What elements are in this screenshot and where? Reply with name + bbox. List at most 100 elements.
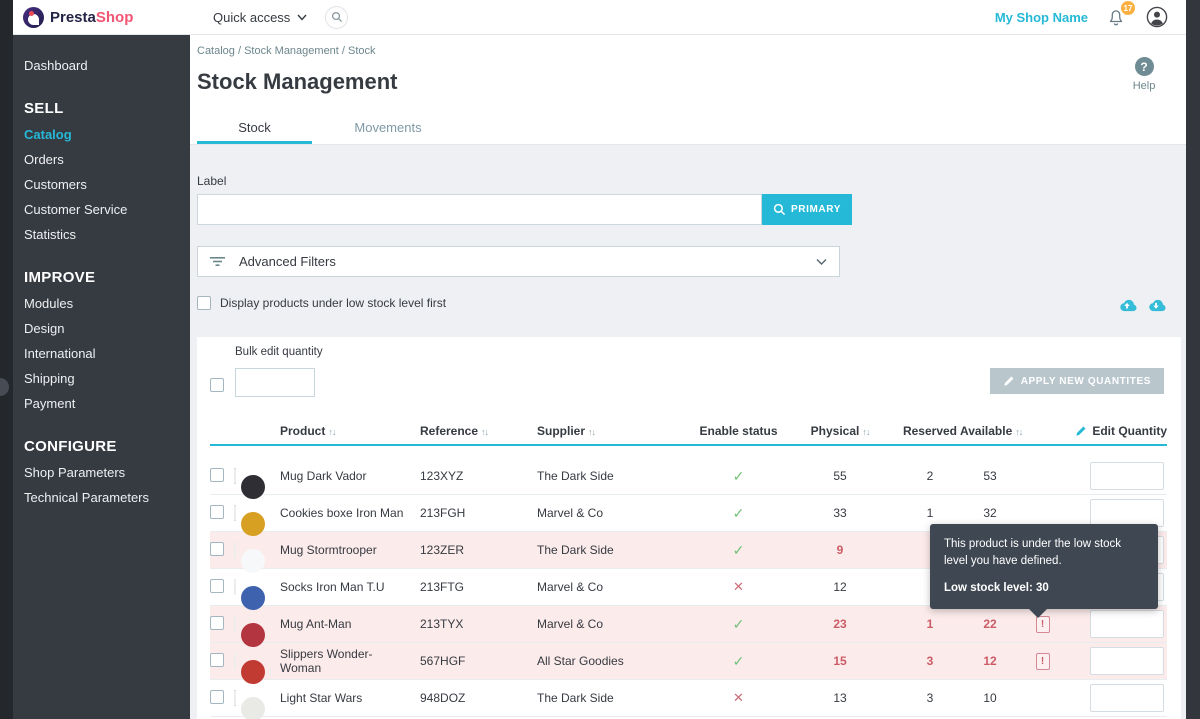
row-checkbox[interactable] [210,690,224,704]
physical-quantity: 9 [780,543,900,557]
sidebar-section-heading: SELL [24,100,190,117]
sidebar-item-technical-parameters[interactable]: Technical Parameters [24,485,190,510]
page-title: Stock Management [197,69,398,95]
quick-access-label: Quick access [213,10,290,25]
table-row: Mug Dark Vador 123XYZ The Dark Side ✓ 55… [210,458,1167,495]
sidebar-item-design[interactable]: Design [24,316,190,341]
edit-quantity-input[interactable] [1090,462,1164,490]
sidebar-item-statistics[interactable]: Statistics [24,222,190,247]
import-cloud-icon[interactable] [1145,297,1167,313]
sort-icon[interactable]: ↑↓ [481,427,488,437]
search-icon [331,11,343,23]
select-all-checkbox[interactable] [210,378,224,392]
low-stock-filter-row: Display products under low stock level f… [197,296,446,310]
apply-new-quantities-button[interactable]: APPLY NEW QUANTITES [990,368,1164,394]
export-cloud-icon[interactable] [1116,297,1138,313]
row-checkbox[interactable] [210,505,224,519]
row-checkbox[interactable] [210,468,224,482]
sidebar-collapse-handle[interactable] [0,378,9,396]
sidebar-item-shipping[interactable]: Shipping [24,366,190,391]
product-reference: 123XYZ [410,469,527,483]
sort-icon[interactable]: ↑↓ [862,427,869,437]
global-search-button[interactable] [325,6,348,29]
edit-quantity-input[interactable] [1090,499,1164,527]
row-checkbox[interactable] [210,542,224,556]
physical-quantity: 23 [780,617,900,631]
quick-access-menu[interactable]: Quick access [213,10,307,25]
row-checkbox[interactable] [210,653,224,667]
sidebar-item-payment[interactable]: Payment [24,391,190,416]
table-row: Slippers Wonder-Woman 567HGF All Star Go… [210,643,1167,680]
tab-movements[interactable]: Movements [312,114,464,144]
table-row: Light Star Wars 948DOZ The Dark Side ✕ 1… [210,680,1167,717]
notifications-bell[interactable]: 17 [1106,6,1128,28]
filter-icon [210,256,225,267]
tab-bar: Stock Movements [197,114,464,144]
sidebar-item-catalog[interactable]: Catalog [24,122,190,147]
edit-quantity-input[interactable] [1090,684,1164,712]
product-thumbnail [234,653,236,669]
sidebar-item-customers[interactable]: Customers [24,172,190,197]
sidebar-sections: SELL CatalogOrdersCustomersCustomer Serv… [24,100,190,510]
product-reference: 213FTG [410,580,527,594]
edit-quantity-input[interactable] [1090,647,1164,675]
enable-status-icon: ✓ [733,616,745,632]
help-button[interactable]: ? Help [1124,57,1164,92]
product-name: Socks Iron Man T.U [280,580,384,594]
label-field-label: Label [197,174,226,188]
sidebar-item-customer-service[interactable]: Customer Service [24,197,190,222]
product-thumbnail [234,690,236,706]
advanced-filters-toggle[interactable]: Advanced Filters [197,246,840,277]
low-stock-warning-icon[interactable]: ! [1036,616,1050,633]
pencil-icon [1075,425,1087,437]
column-physical: Physical [811,424,860,438]
tooltip-text: This product is under the low stock leve… [944,536,1144,569]
page-scrollbar[interactable] [1186,0,1200,719]
sidebar-item-dashboard[interactable]: Dashboard [24,53,190,78]
label-search-submit-button[interactable]: PRIMARY [762,194,852,225]
sort-icon[interactable]: ↑↓ [588,427,595,437]
product-reference: 123ZER [410,543,527,557]
reserved-quantity: 2 [900,469,960,483]
prestashop-logo[interactable]: PrestaShop [23,7,183,28]
advanced-filters-label: Advanced Filters [239,254,336,269]
sidebar-item-international[interactable]: International [24,341,190,366]
product-supplier: All Star Goodies [527,654,697,668]
column-edit-quantity: Edit Quantity [1092,424,1167,438]
tab-stock[interactable]: Stock [197,114,312,144]
reserved-quantity: 3 [900,691,960,705]
notification-badge: 17 [1121,1,1135,15]
low-stock-checkbox-label: Display products under low stock level f… [220,296,446,310]
sidebar-item-shop-parameters[interactable]: Shop Parameters [24,460,190,485]
row-checkbox[interactable] [210,579,224,593]
person-icon [1146,6,1168,28]
bulk-edit-quantity-input[interactable] [235,368,315,397]
enable-status-icon: ✕ [733,579,744,594]
sidebar-item-orders[interactable]: Orders [24,147,190,172]
product-name: Mug Ant-Man [280,617,351,631]
column-available: Available [960,424,1012,438]
help-icon: ? [1135,57,1154,76]
row-checkbox[interactable] [210,616,224,630]
physical-quantity: 15 [780,654,900,668]
low-stock-warning-icon[interactable]: ! [1036,653,1050,670]
product-thumbnail [234,542,236,558]
sidebar-section-heading: IMPROVE [24,269,190,286]
product-name: Light Star Wars [280,691,362,705]
sort-icon[interactable]: ↑↓ [328,427,335,437]
product-supplier: Marvel & Co [527,580,697,594]
sort-icon[interactable]: ↑↓ [1015,427,1022,437]
available-quantity: 32 [960,506,1020,520]
table-header-row: Product↑↓ Reference↑↓ Supplier↑↓ Enable … [210,417,1167,446]
sidebar: Dashboard SELL CatalogOrdersCustomersCus… [13,35,190,719]
product-reference: 567HGF [410,654,527,668]
user-avatar[interactable] [1146,6,1168,28]
low-stock-checkbox[interactable] [197,296,211,310]
label-search-input[interactable] [197,194,762,225]
edit-quantity-input[interactable] [1090,610,1164,638]
shop-name-link[interactable]: My Shop Name [995,10,1088,25]
available-quantity: 53 [960,469,1020,483]
product-supplier: Marvel & Co [527,617,697,631]
sidebar-item-modules[interactable]: Modules [24,291,190,316]
available-quantity: 22 [960,617,1020,631]
